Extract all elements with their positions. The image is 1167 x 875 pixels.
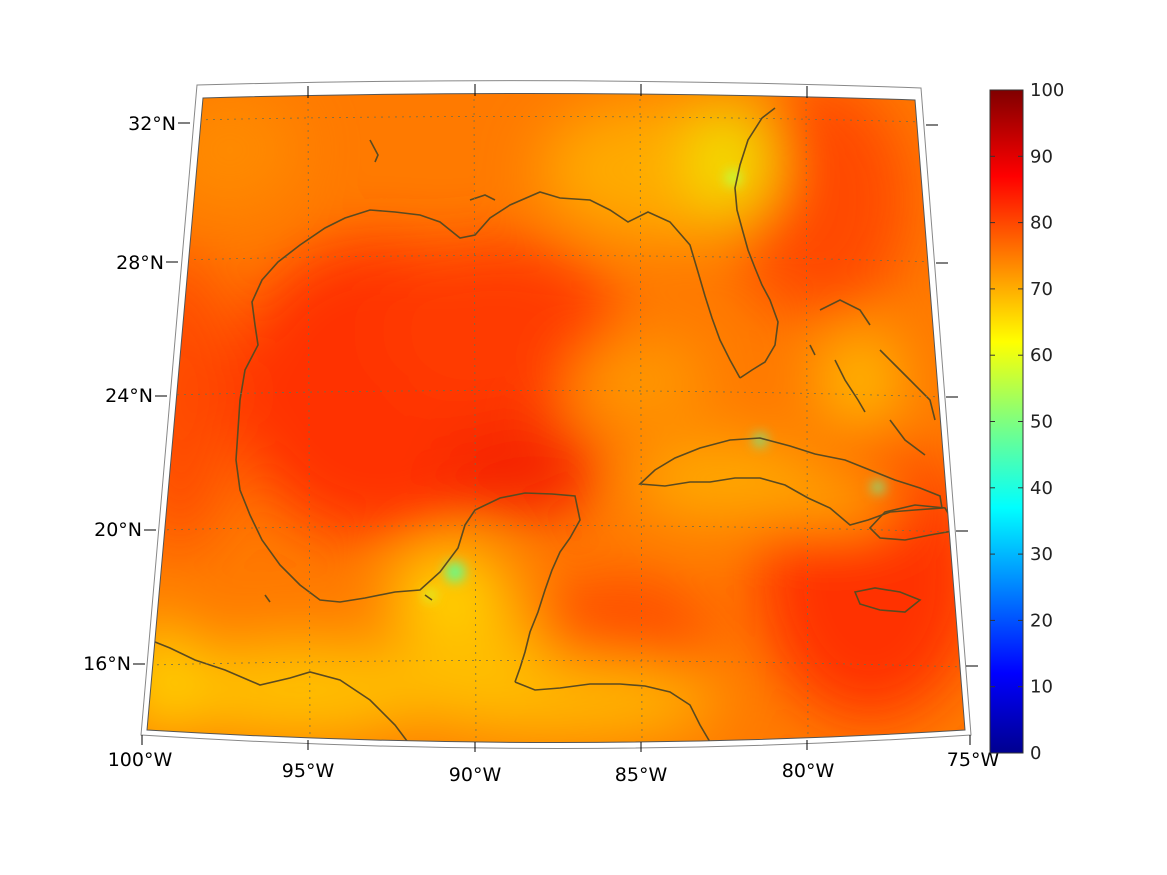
colorbar-tick-label: 90 <box>1030 146 1053 167</box>
colorbar-tick-label: 20 <box>1030 610 1053 631</box>
colorbar-tick-label: 10 <box>1030 677 1053 698</box>
lat-label-24: 24°N <box>105 385 153 407</box>
coastlines <box>149 107 960 743</box>
lon-label-85: 85°W <box>615 764 668 786</box>
colorbar-tick-label: 70 <box>1030 279 1053 300</box>
coastline-gulf-mainland <box>235 107 779 683</box>
lon-label-95: 95°W <box>282 760 335 782</box>
lat-label-20: 20°N <box>94 519 142 541</box>
colorbar-tick-label: 100 <box>1030 80 1064 101</box>
longitude-labels: 100°W 95°W 90°W 85°W 80°W 75°W <box>108 84 1000 786</box>
colorbar-tick-label: 50 <box>1030 412 1053 433</box>
coastline-jamaica <box>853 587 922 613</box>
lat-label-32: 32°N <box>128 113 176 135</box>
lat-label-16: 16°N <box>83 653 131 675</box>
colorbar-tick-label: 30 <box>1030 544 1053 565</box>
lon-label-100: 100°W <box>108 749 173 771</box>
coastline-hispaniola <box>868 504 960 541</box>
lon-label-90: 90°W <box>449 764 502 786</box>
map-field <box>147 93 965 743</box>
colorbar-tick-label: 0 <box>1030 743 1041 764</box>
colorbar-tick-label: 80 <box>1030 213 1053 234</box>
colorbar-tick-label: 60 <box>1030 345 1053 366</box>
lat-label-28: 28°N <box>116 252 164 274</box>
coastline-central-america <box>149 639 711 743</box>
latitude-labels: 32°N 28°N 24°N 20°N 16°N <box>83 113 978 675</box>
lon-label-75: 75°W <box>947 749 1000 771</box>
coastline-bahamas <box>809 299 936 456</box>
colorbar-tick-label: 40 <box>1030 478 1053 499</box>
graticule <box>149 93 965 743</box>
lon-label-80: 80°W <box>782 760 835 782</box>
